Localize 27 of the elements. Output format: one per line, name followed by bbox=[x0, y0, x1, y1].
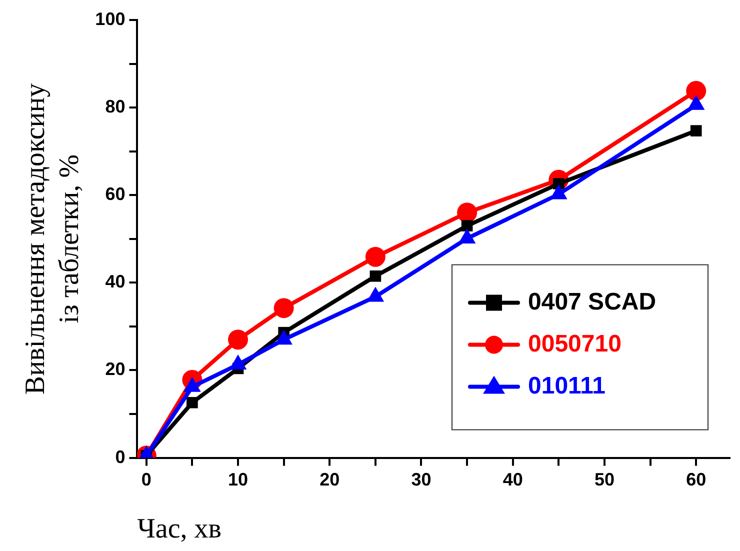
point bbox=[365, 246, 386, 267]
point bbox=[370, 270, 382, 282]
y-tick-label: 100 bbox=[95, 8, 126, 29]
point bbox=[274, 298, 294, 318]
point bbox=[690, 125, 702, 136]
point bbox=[461, 220, 473, 232]
legend-label: 010111 bbox=[528, 372, 606, 400]
legend-label: 0050710 bbox=[528, 330, 622, 358]
y-tick-label: 20 bbox=[105, 359, 126, 380]
x-tick-label: 10 bbox=[228, 470, 248, 490]
x-tick-label: 60 bbox=[686, 470, 706, 490]
y-tick-label: 80 bbox=[105, 96, 126, 117]
legend-label: 0407 SCAD bbox=[528, 288, 656, 316]
x-tick-label: 40 bbox=[502, 470, 523, 490]
point bbox=[457, 202, 478, 223]
y-tick-label: 0 bbox=[115, 446, 126, 467]
point bbox=[686, 80, 706, 101]
x-tick-label: 0 bbox=[141, 470, 152, 490]
y-axis-title: Вивільнення метадоксину із таблетки, % bbox=[20, 83, 85, 395]
x-tick-label: 50 bbox=[594, 470, 614, 490]
y-tick-label: 40 bbox=[105, 272, 126, 292]
y-tick-label: 60 bbox=[105, 184, 126, 204]
point bbox=[186, 396, 198, 408]
x-tick-label: 30 bbox=[411, 470, 432, 490]
x-tick-label: 20 bbox=[320, 470, 340, 490]
x-axis-title: Час, хв bbox=[137, 514, 222, 545]
point bbox=[228, 330, 248, 350]
